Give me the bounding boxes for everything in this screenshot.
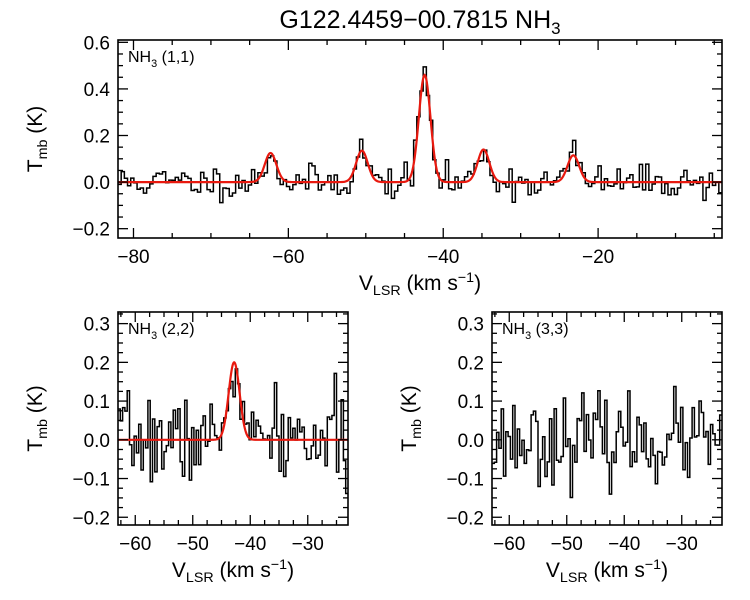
x-tick-label: −30 xyxy=(666,534,698,555)
x-axis-title: VLSR (km s−1) xyxy=(546,557,668,586)
panel-nh3-33: −60 −50 −40 −30 −0.2 −0.1 0.0 0.1 0.2 0.3 NH3 (3,3… xyxy=(398,311,723,586)
x-tick-label: −50 xyxy=(551,534,583,555)
panel-nh3-22: −60 −50 −40 −30 −0.2 −0.1 0.0 0.1 0.2 0.3 NH3 (2,2… xyxy=(24,311,349,586)
figure-title-sub: 3 xyxy=(551,19,560,38)
y-axis-title-sub: mb xyxy=(35,140,51,160)
x-axis-title-main: V xyxy=(546,559,560,582)
x-axis-title-main: V xyxy=(359,272,373,295)
x-tick-label: −20 xyxy=(582,247,614,268)
figure-title-main: G122.4459−00.7815 NH xyxy=(279,6,551,34)
y-axis-title-main: T xyxy=(24,159,47,172)
y-tick-label: −0.2 xyxy=(446,508,484,529)
x-tick-label: −60 xyxy=(119,534,151,555)
plot-frame xyxy=(491,311,723,526)
y-tick-label: 0.1 xyxy=(84,392,110,413)
y-tick-label: 0.4 xyxy=(84,80,111,101)
panel-label-sub: 3 xyxy=(151,58,157,70)
y-tick-label: 0.3 xyxy=(458,315,484,336)
x-axis-title-sub: LSR xyxy=(560,570,588,586)
figure-title: G122.4459−00.7815 NH3 xyxy=(279,6,560,38)
series-fit-line xyxy=(118,73,722,184)
x-axis-title: VLSR (km s−1) xyxy=(172,557,294,586)
x-axis-title-sup: −1 xyxy=(458,270,474,286)
x-tick-label: −60 xyxy=(272,247,304,268)
panel-label: NH3 (3,3) xyxy=(502,321,569,342)
x-axis-title-sup: −1 xyxy=(645,557,661,573)
y-axis-title-main: T xyxy=(398,439,421,452)
plot-frame xyxy=(117,311,349,526)
y-tick-label: 0.2 xyxy=(458,353,484,374)
x-axis-title-sup: −1 xyxy=(271,557,287,573)
y-axis-title-tail: (K) xyxy=(24,385,47,419)
y-axis-title-sub: mb xyxy=(409,419,425,439)
y-tick-label: 0.1 xyxy=(458,392,484,413)
panel-label-main: NH xyxy=(128,321,151,338)
y-axis-title-main: T xyxy=(24,439,47,452)
y-axis-title: Tmb (K) xyxy=(24,106,51,172)
x-tick-label: −60 xyxy=(493,534,525,555)
x-axis-title-tail: (km s xyxy=(401,272,458,295)
y-axis-title-tail: (K) xyxy=(398,385,421,419)
x-tick-label: −80 xyxy=(117,247,149,268)
y-tick-label: 0.3 xyxy=(84,315,110,336)
series-spectrum-line xyxy=(492,385,722,499)
y-axis-title-tail: (K) xyxy=(24,106,47,140)
series-spectrum-line xyxy=(118,368,348,495)
series-fit-line xyxy=(118,361,348,441)
x-tick-label: −30 xyxy=(292,534,324,555)
panel-nh3-11: −80 −60 −40 −20 −0.2 0.0 0.2 0.4 0.6 NH3 (1,1) VLS… xyxy=(24,33,723,299)
y-tick-label: −0.1 xyxy=(72,470,110,491)
y-tick-label: −0.2 xyxy=(72,220,110,241)
x-axis-title-tail: (km s xyxy=(588,559,645,582)
y-axis-title: Tmb (K) xyxy=(24,385,51,451)
y-tick-label: 0.0 xyxy=(84,431,110,452)
y-tick-label: 0.2 xyxy=(84,353,110,374)
x-axis-title-sub: LSR xyxy=(186,570,214,586)
x-axis-title: VLSR (km s−1) xyxy=(359,270,481,299)
y-tick-label: 0.6 xyxy=(84,33,110,54)
y-tick-label: −0.1 xyxy=(446,470,484,491)
panel-label-tail: (1,1) xyxy=(157,49,194,66)
x-axis-title-end: ) xyxy=(474,272,481,295)
x-tick-label: −40 xyxy=(234,534,266,555)
x-axis-title-tail: (km s xyxy=(214,559,271,582)
x-axis-title-sub: LSR xyxy=(373,283,401,299)
y-tick-label: 0.2 xyxy=(84,127,110,148)
plot-frame xyxy=(117,39,723,239)
panel-label-main: NH xyxy=(502,321,525,338)
panel-label-main: NH xyxy=(128,49,151,66)
panel-label-tail: (2,2) xyxy=(157,321,194,338)
x-axis-title-end: ) xyxy=(287,559,294,582)
y-axis-title-sub: mb xyxy=(35,419,51,439)
y-tick-label: −0.2 xyxy=(72,508,110,529)
panel-label-sub: 3 xyxy=(525,330,531,342)
x-axis-title-end: ) xyxy=(661,559,668,582)
y-tick-label: 0.0 xyxy=(84,173,110,194)
x-tick-label: −50 xyxy=(177,534,209,555)
y-tick-label: 0.0 xyxy=(458,431,484,452)
x-tick-label: −40 xyxy=(608,534,640,555)
panel-label-sub: 3 xyxy=(151,330,157,342)
panel-label: NH3 (2,2) xyxy=(128,321,195,342)
x-axis-title-main: V xyxy=(172,559,186,582)
panel-label: NH3 (1,1) xyxy=(128,49,195,70)
panel-label-tail: (3,3) xyxy=(531,321,568,338)
y-axis-title: Tmb (K) xyxy=(398,385,425,451)
x-tick-label: −40 xyxy=(427,247,459,268)
